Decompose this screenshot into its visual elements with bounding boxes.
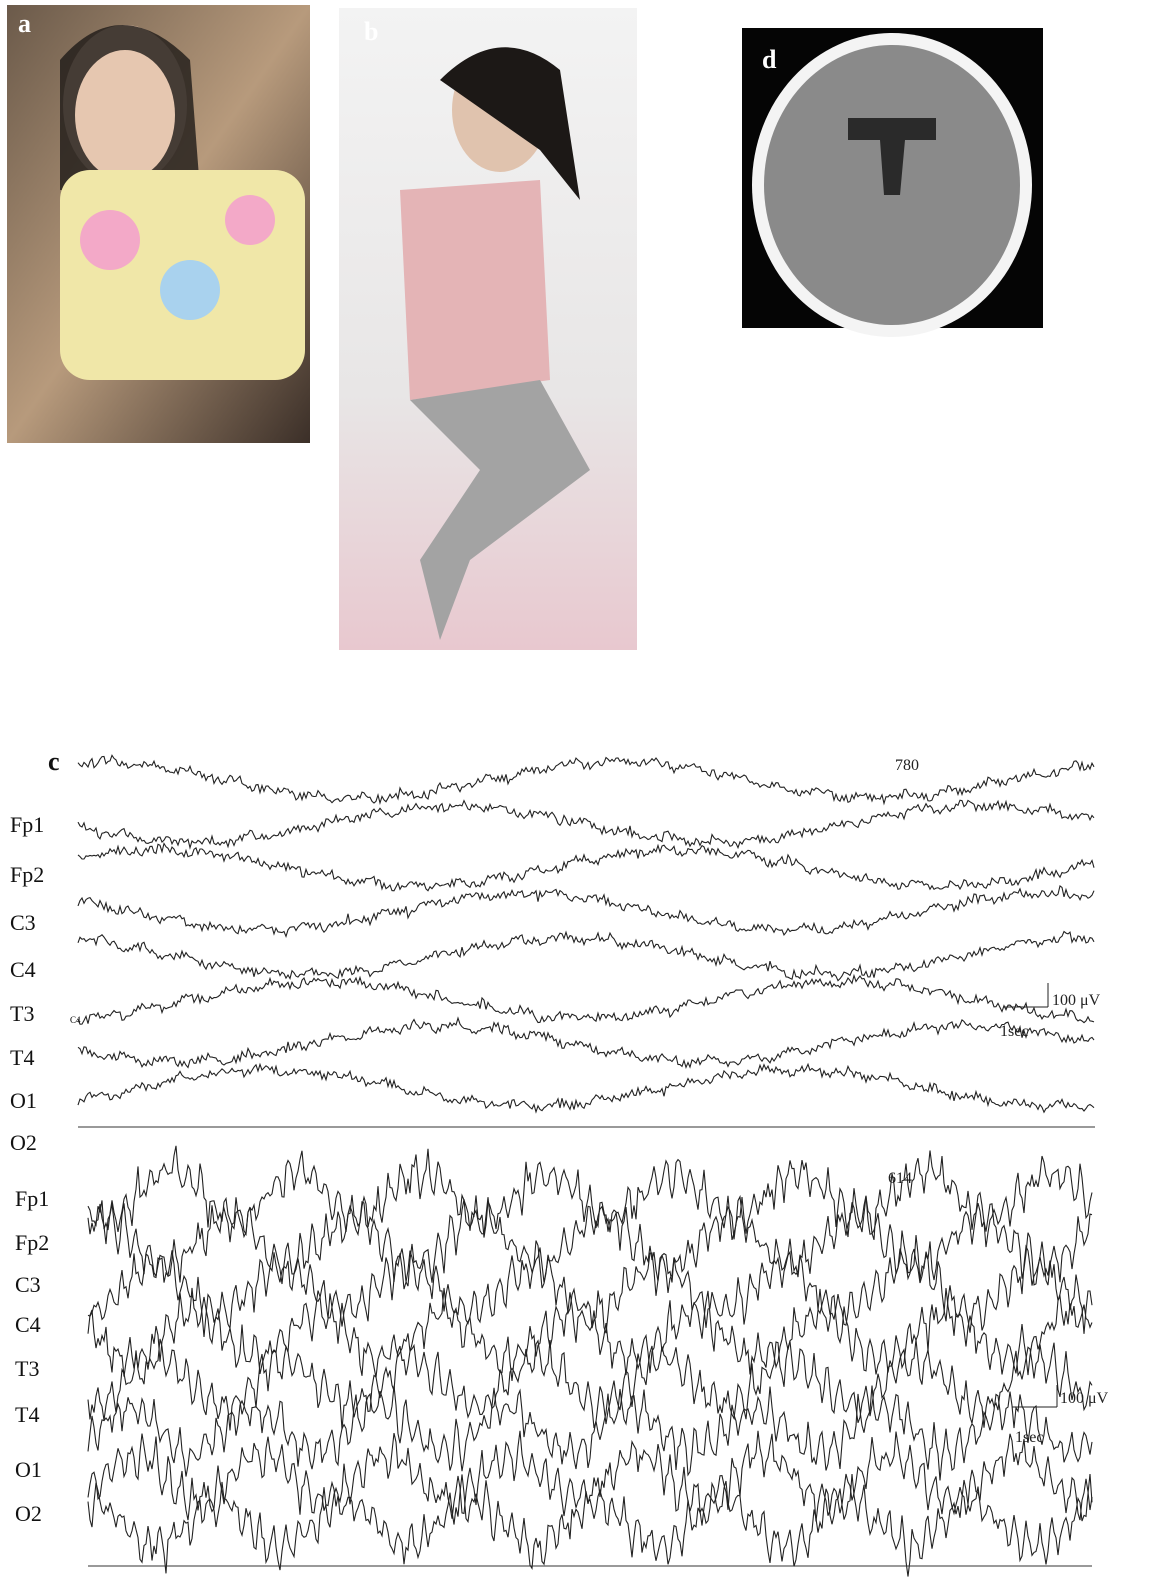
page-number: 780 bbox=[895, 757, 919, 774]
amplitude-label: 100 μV bbox=[1052, 992, 1101, 1009]
eeg-trace bbox=[78, 800, 1094, 848]
page-number: 614 bbox=[888, 1170, 912, 1187]
amplitude-label: 100 μV bbox=[1060, 1390, 1109, 1407]
eeg-trace bbox=[78, 932, 1094, 981]
channel-mark: C4 bbox=[70, 1015, 81, 1025]
ct-scan: d bbox=[742, 28, 1043, 337]
time-label: 1sec bbox=[1015, 1429, 1043, 1446]
eeg: Fp1 Fp2 C3 C4 T3 T4 O1 O2 780 C4 100 μV 1sec Fp1 Fp2 C… bbox=[10, 755, 1109, 1576]
channel-label: C4 bbox=[10, 957, 36, 982]
panel-label: d bbox=[762, 45, 777, 74]
channel-label: Fp1 bbox=[10, 812, 44, 837]
eeg-trace bbox=[88, 1241, 1092, 1337]
panel-label: b bbox=[364, 17, 378, 46]
channel-label: O1 bbox=[15, 1457, 42, 1482]
eeg-trace bbox=[78, 886, 1094, 937]
channel-label: C3 bbox=[15, 1272, 41, 1297]
eeg-trace bbox=[88, 1196, 1092, 1286]
time-label: 1sec bbox=[1000, 1023, 1028, 1040]
channel-label: C4 bbox=[15, 1312, 41, 1337]
panel-label: c bbox=[48, 747, 60, 776]
figure: a b d c Fp1 Fp2 C3 C4 T3 T4 O1 O2 780 C4 100 μV 1se… bbox=[0, 0, 1153, 1596]
channel-label: Fp2 bbox=[15, 1230, 49, 1255]
photo-b: b bbox=[339, 8, 637, 650]
eeg-trace bbox=[78, 844, 1094, 891]
channel-label: O1 bbox=[10, 1088, 37, 1113]
channel-label: Fp1 bbox=[15, 1186, 49, 1211]
eeg-trace bbox=[88, 1146, 1092, 1247]
channel-label: T3 bbox=[15, 1356, 39, 1381]
channel-label: Fp2 bbox=[10, 862, 44, 887]
eeg-trace bbox=[78, 755, 1094, 803]
eeg-trace bbox=[78, 976, 1094, 1025]
channel-label: T4 bbox=[15, 1402, 39, 1427]
channel-label: C3 bbox=[10, 910, 36, 935]
panel-label: a bbox=[18, 9, 31, 38]
channel-label: O2 bbox=[10, 1130, 37, 1155]
eeg-trace bbox=[88, 1474, 1092, 1577]
channel-label: T3 bbox=[10, 1001, 34, 1026]
eeg-trace bbox=[78, 1018, 1094, 1067]
eeg-trace bbox=[78, 1064, 1094, 1112]
channel-label: T4 bbox=[10, 1045, 34, 1070]
channel-label: O2 bbox=[15, 1501, 42, 1526]
photo-a: a bbox=[7, 5, 310, 443]
